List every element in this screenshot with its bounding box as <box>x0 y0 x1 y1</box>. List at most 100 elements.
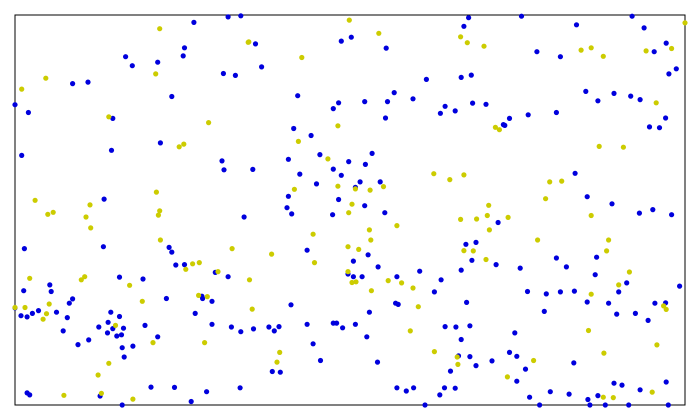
data-point <box>543 196 549 202</box>
data-point <box>336 100 342 106</box>
data-point <box>299 54 305 61</box>
data-point <box>86 337 92 343</box>
data-point <box>35 308 42 314</box>
data-point <box>61 392 67 398</box>
data-point <box>654 342 660 348</box>
data-point <box>60 328 66 334</box>
data-point <box>338 172 344 178</box>
data-point <box>228 324 234 330</box>
data-point <box>119 345 125 351</box>
data-point <box>215 269 221 275</box>
data-point <box>369 150 375 156</box>
data-point <box>349 201 355 207</box>
data-point <box>606 300 612 306</box>
data-point <box>209 298 215 304</box>
data-point <box>157 208 163 214</box>
data-point <box>340 325 346 331</box>
data-point <box>43 75 49 81</box>
data-point <box>423 76 429 82</box>
data-point <box>595 98 601 104</box>
data-point <box>483 101 489 107</box>
data-point <box>308 132 314 139</box>
data-point <box>411 385 417 391</box>
data-point <box>541 308 547 314</box>
data-point <box>442 103 448 109</box>
data-point <box>259 64 265 70</box>
data-point <box>437 110 443 116</box>
data-point <box>362 99 368 105</box>
data-point <box>271 328 277 334</box>
data-point <box>461 248 467 254</box>
data-point <box>626 402 632 408</box>
data-point <box>606 237 612 243</box>
data-point <box>277 369 283 375</box>
data-point <box>682 20 688 26</box>
data-point <box>330 166 336 172</box>
data-point <box>352 186 358 192</box>
data-point <box>557 289 564 295</box>
data-point <box>206 120 212 126</box>
data-point <box>155 59 161 65</box>
data-point <box>595 393 601 399</box>
data-point <box>209 321 215 327</box>
data-point <box>374 359 381 365</box>
data-point <box>518 13 525 19</box>
data-point <box>368 237 374 243</box>
data-point <box>592 272 598 278</box>
data-point <box>317 152 323 158</box>
data-point <box>645 317 651 323</box>
data-point <box>619 382 625 388</box>
data-point <box>365 252 371 258</box>
data-point <box>101 196 107 202</box>
data-point <box>269 251 275 257</box>
data-point <box>346 17 352 23</box>
data-point <box>399 280 405 286</box>
data-point <box>95 372 101 378</box>
data-point <box>85 79 91 85</box>
data-point <box>470 100 476 106</box>
data-point <box>537 402 543 408</box>
data-point <box>447 177 453 183</box>
data-point <box>384 99 391 105</box>
data-point <box>620 144 627 150</box>
data-point <box>547 389 553 395</box>
data-point <box>246 277 253 283</box>
data-point <box>431 349 437 355</box>
data-point <box>458 336 464 343</box>
data-point <box>394 274 400 280</box>
data-point <box>181 262 188 268</box>
data-point <box>431 289 437 295</box>
data-point <box>12 304 18 311</box>
data-point <box>673 66 679 72</box>
data-point <box>98 390 104 396</box>
data-point <box>610 395 616 401</box>
data-point <box>650 207 656 213</box>
series-1 <box>12 17 688 402</box>
data-point <box>656 125 663 131</box>
data-point <box>504 374 510 380</box>
data-point <box>602 402 608 408</box>
data-point <box>130 396 136 402</box>
data-point <box>310 341 316 347</box>
data-point <box>512 330 518 336</box>
data-point <box>238 13 244 19</box>
data-point <box>155 212 161 218</box>
data-point <box>32 197 38 203</box>
data-point <box>249 306 255 312</box>
data-point <box>463 241 469 247</box>
data-point <box>120 325 127 331</box>
data-point <box>78 277 84 283</box>
data-point <box>366 227 372 233</box>
data-point <box>169 93 175 100</box>
data-point <box>291 186 297 192</box>
data-point <box>458 267 464 273</box>
data-point <box>285 156 291 162</box>
data-point <box>229 246 235 252</box>
data-point <box>291 125 297 132</box>
data-point <box>563 264 570 270</box>
data-point <box>452 385 458 391</box>
data-point <box>553 255 560 261</box>
data-point <box>496 127 502 133</box>
data-point <box>204 294 210 300</box>
data-point <box>495 219 501 226</box>
